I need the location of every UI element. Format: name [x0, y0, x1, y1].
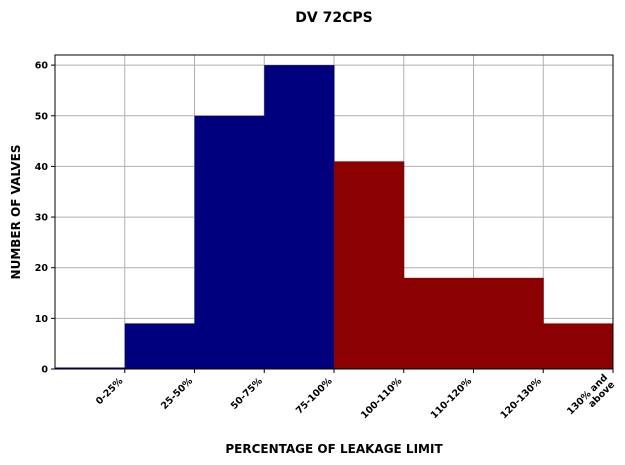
bar — [264, 65, 335, 370]
bar — [55, 367, 126, 369]
x-tick-label: 25-50% — [159, 375, 195, 411]
x-tick-label-line: 110-120% — [429, 375, 475, 421]
y-ticks: 0 10 20 30 40 50 60 — [35, 61, 55, 376]
x-tick-label-line: 120-130% — [499, 375, 545, 421]
y-tick-label: 10 — [35, 314, 49, 325]
y-axis-label: NUMBER OF VALVES — [9, 145, 23, 280]
x-axis-label: PERCENTAGE OF LEAKAGE LIMIT — [225, 442, 443, 456]
y-tick-label: 20 — [35, 263, 49, 274]
bar — [473, 277, 544, 369]
y-tick-label: 50 — [35, 111, 49, 122]
x-tick-label: 110-120% — [429, 375, 475, 421]
y-tick-label: 60 — [35, 61, 49, 72]
y-tick-label: 30 — [35, 213, 49, 224]
x-tick-label: 0-25% — [94, 375, 126, 407]
x-tick-label: 100-110% — [359, 375, 405, 421]
x-tick-label-line: 75-100% — [294, 375, 335, 416]
y-tick-label: 0 — [41, 365, 48, 376]
x-tick-label: 75-100% — [294, 375, 335, 416]
bar — [124, 323, 195, 369]
x-tick-label: 120-130% — [499, 375, 545, 421]
x-ticks: 0-25% 25-50% 50-75% 75-100% 100-110% 110-120%… — [94, 369, 617, 421]
x-tick-label-line: 100-110% — [359, 375, 405, 421]
x-tick-label-line: 0-25% — [94, 375, 126, 407]
x-tick-label: 50-75% — [229, 375, 265, 411]
bar — [403, 277, 474, 369]
x-tick-label-line: 50-75% — [229, 375, 265, 411]
chart-title: DV 72CPS — [295, 10, 372, 26]
x-tick-label-line: 25-50% — [159, 375, 195, 411]
bar — [194, 115, 265, 369]
bar — [543, 323, 614, 369]
bars — [55, 65, 614, 370]
bar — [334, 161, 405, 369]
y-tick-label: 40 — [35, 162, 49, 173]
